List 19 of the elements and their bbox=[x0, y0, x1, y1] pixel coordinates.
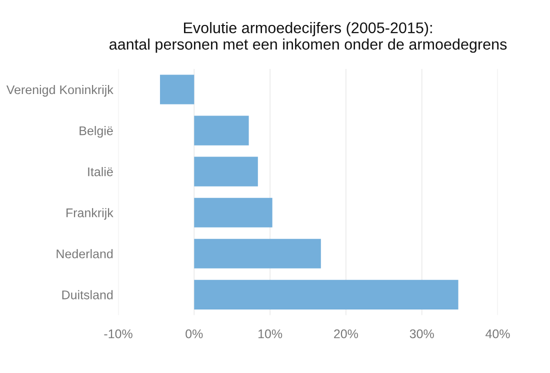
bar bbox=[194, 198, 272, 228]
y-tick-label: Duitsland bbox=[62, 290, 113, 300]
x-tick-label: 0% bbox=[186, 329, 203, 338]
x-tick-label: 30% bbox=[410, 329, 434, 338]
y-tick-label: Nederland bbox=[56, 249, 113, 258]
bar bbox=[194, 116, 249, 146]
bar bbox=[194, 238, 321, 268]
bar bbox=[160, 74, 194, 104]
y-tick-label: Verenigd Koninkrijk bbox=[6, 84, 114, 97]
bar bbox=[194, 280, 458, 310]
x-tick-label: 40% bbox=[486, 329, 510, 338]
chart-title: Evolutie armoedecijfers (2005-2015): aantal personen met een inkomen onder de armoedegrens bbox=[110, 22, 507, 53]
x-tick-label: 20% bbox=[334, 329, 358, 338]
x-tick-label: 10% bbox=[258, 329, 282, 338]
y-tick-label: Italië bbox=[88, 167, 113, 176]
y-tick-label: Frankrijk bbox=[66, 208, 114, 220]
x-tick-label: -10% bbox=[104, 329, 132, 338]
y-tick-label: België bbox=[80, 126, 113, 138]
bar bbox=[194, 156, 258, 186]
